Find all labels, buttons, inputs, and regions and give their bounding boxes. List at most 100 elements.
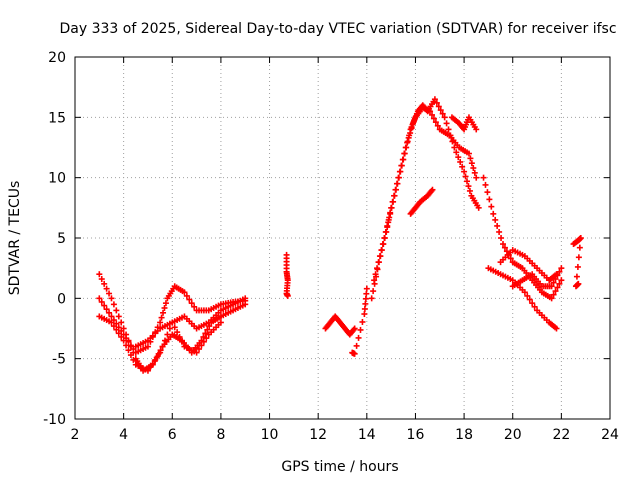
data-point bbox=[171, 324, 178, 331]
data-point bbox=[361, 311, 368, 318]
data-point bbox=[521, 289, 528, 296]
data-point bbox=[363, 285, 370, 292]
data-point bbox=[204, 326, 211, 333]
data-point bbox=[198, 342, 205, 349]
data-point bbox=[575, 280, 582, 287]
data-point bbox=[363, 290, 370, 297]
data-point bbox=[179, 338, 185, 345]
data-point bbox=[494, 222, 501, 229]
x-tick-label: 6 bbox=[168, 427, 177, 443]
data-point bbox=[432, 119, 439, 126]
data-point bbox=[157, 349, 164, 356]
data-point bbox=[152, 356, 159, 363]
data-point bbox=[492, 216, 499, 223]
data-point bbox=[575, 254, 582, 261]
data-point bbox=[375, 259, 382, 266]
data-point bbox=[144, 367, 151, 374]
data-point bbox=[441, 114, 448, 121]
data-point bbox=[558, 277, 565, 284]
data-point bbox=[169, 319, 176, 326]
data-point bbox=[113, 307, 120, 314]
data-point bbox=[154, 353, 161, 360]
data-point bbox=[361, 305, 368, 312]
data-point bbox=[161, 304, 168, 311]
data-point bbox=[149, 360, 156, 367]
data-point bbox=[351, 350, 358, 357]
y-tick-label: 20 bbox=[48, 50, 66, 66]
data-point bbox=[96, 271, 103, 278]
x-tick-label: 22 bbox=[552, 427, 570, 443]
data-point bbox=[162, 300, 169, 307]
data-point bbox=[577, 235, 584, 241]
data-point bbox=[393, 186, 399, 193]
x-tick-label: 20 bbox=[504, 427, 522, 443]
x-axis-label: GPS time / hours bbox=[281, 459, 398, 475]
data-point bbox=[391, 192, 398, 199]
data-point bbox=[428, 111, 435, 118]
data-point bbox=[382, 228, 389, 235]
data-point bbox=[465, 150, 472, 157]
data-point bbox=[445, 126, 452, 133]
data-point bbox=[374, 265, 381, 272]
data-point bbox=[404, 138, 411, 145]
data-point bbox=[183, 292, 190, 299]
data-point bbox=[378, 247, 385, 254]
data-point bbox=[482, 181, 489, 188]
data-point bbox=[434, 122, 441, 129]
data-point bbox=[355, 334, 362, 341]
data-point bbox=[113, 326, 120, 333]
data-point bbox=[480, 174, 487, 181]
data-point bbox=[394, 180, 401, 187]
data-point bbox=[471, 169, 478, 176]
data-point bbox=[573, 273, 580, 280]
x-tick-label: 8 bbox=[216, 427, 225, 443]
data-point bbox=[110, 301, 117, 308]
data-point bbox=[462, 173, 469, 180]
data-point bbox=[388, 204, 395, 211]
data-point bbox=[108, 313, 115, 320]
data-point bbox=[490, 210, 497, 217]
data-point bbox=[498, 235, 505, 241]
data-point bbox=[455, 154, 462, 161]
data-point bbox=[464, 178, 471, 185]
data-point bbox=[357, 326, 364, 333]
data-point bbox=[159, 343, 166, 350]
data-point bbox=[203, 335, 210, 342]
data-point bbox=[103, 306, 110, 313]
data-point bbox=[398, 162, 405, 169]
data-point bbox=[403, 144, 410, 151]
x-tick-label: 16 bbox=[407, 427, 425, 443]
data-point bbox=[379, 241, 386, 248]
data-point bbox=[390, 198, 397, 205]
y-tick-label: 0 bbox=[57, 291, 66, 307]
data-point bbox=[475, 204, 482, 211]
data-point bbox=[554, 284, 561, 291]
data-point bbox=[96, 295, 103, 302]
data-point bbox=[576, 244, 583, 251]
data-point bbox=[186, 296, 193, 303]
data-point bbox=[181, 289, 188, 296]
chart-title: Day 333 of 2025, Sidereal Day-to-day VTE… bbox=[59, 21, 616, 37]
data-point bbox=[468, 160, 475, 167]
data-point bbox=[98, 276, 105, 283]
data-point bbox=[473, 174, 480, 181]
data-point bbox=[164, 331, 171, 338]
y-tick-label: -10 bbox=[43, 412, 66, 428]
data-point bbox=[147, 364, 154, 371]
data-point bbox=[465, 183, 472, 190]
data-point bbox=[370, 288, 377, 295]
data-point bbox=[427, 108, 434, 115]
data-point bbox=[554, 272, 561, 279]
data-point bbox=[500, 241, 506, 248]
data-point bbox=[196, 346, 203, 353]
x-tick-label: 14 bbox=[358, 427, 376, 443]
data-point bbox=[108, 319, 115, 326]
data-point bbox=[437, 107, 444, 114]
data-point bbox=[457, 158, 464, 165]
data-point bbox=[157, 319, 164, 326]
data-point bbox=[431, 96, 438, 103]
y-tick-label: 15 bbox=[48, 110, 66, 126]
data-point bbox=[387, 210, 394, 217]
data-point bbox=[484, 189, 491, 196]
